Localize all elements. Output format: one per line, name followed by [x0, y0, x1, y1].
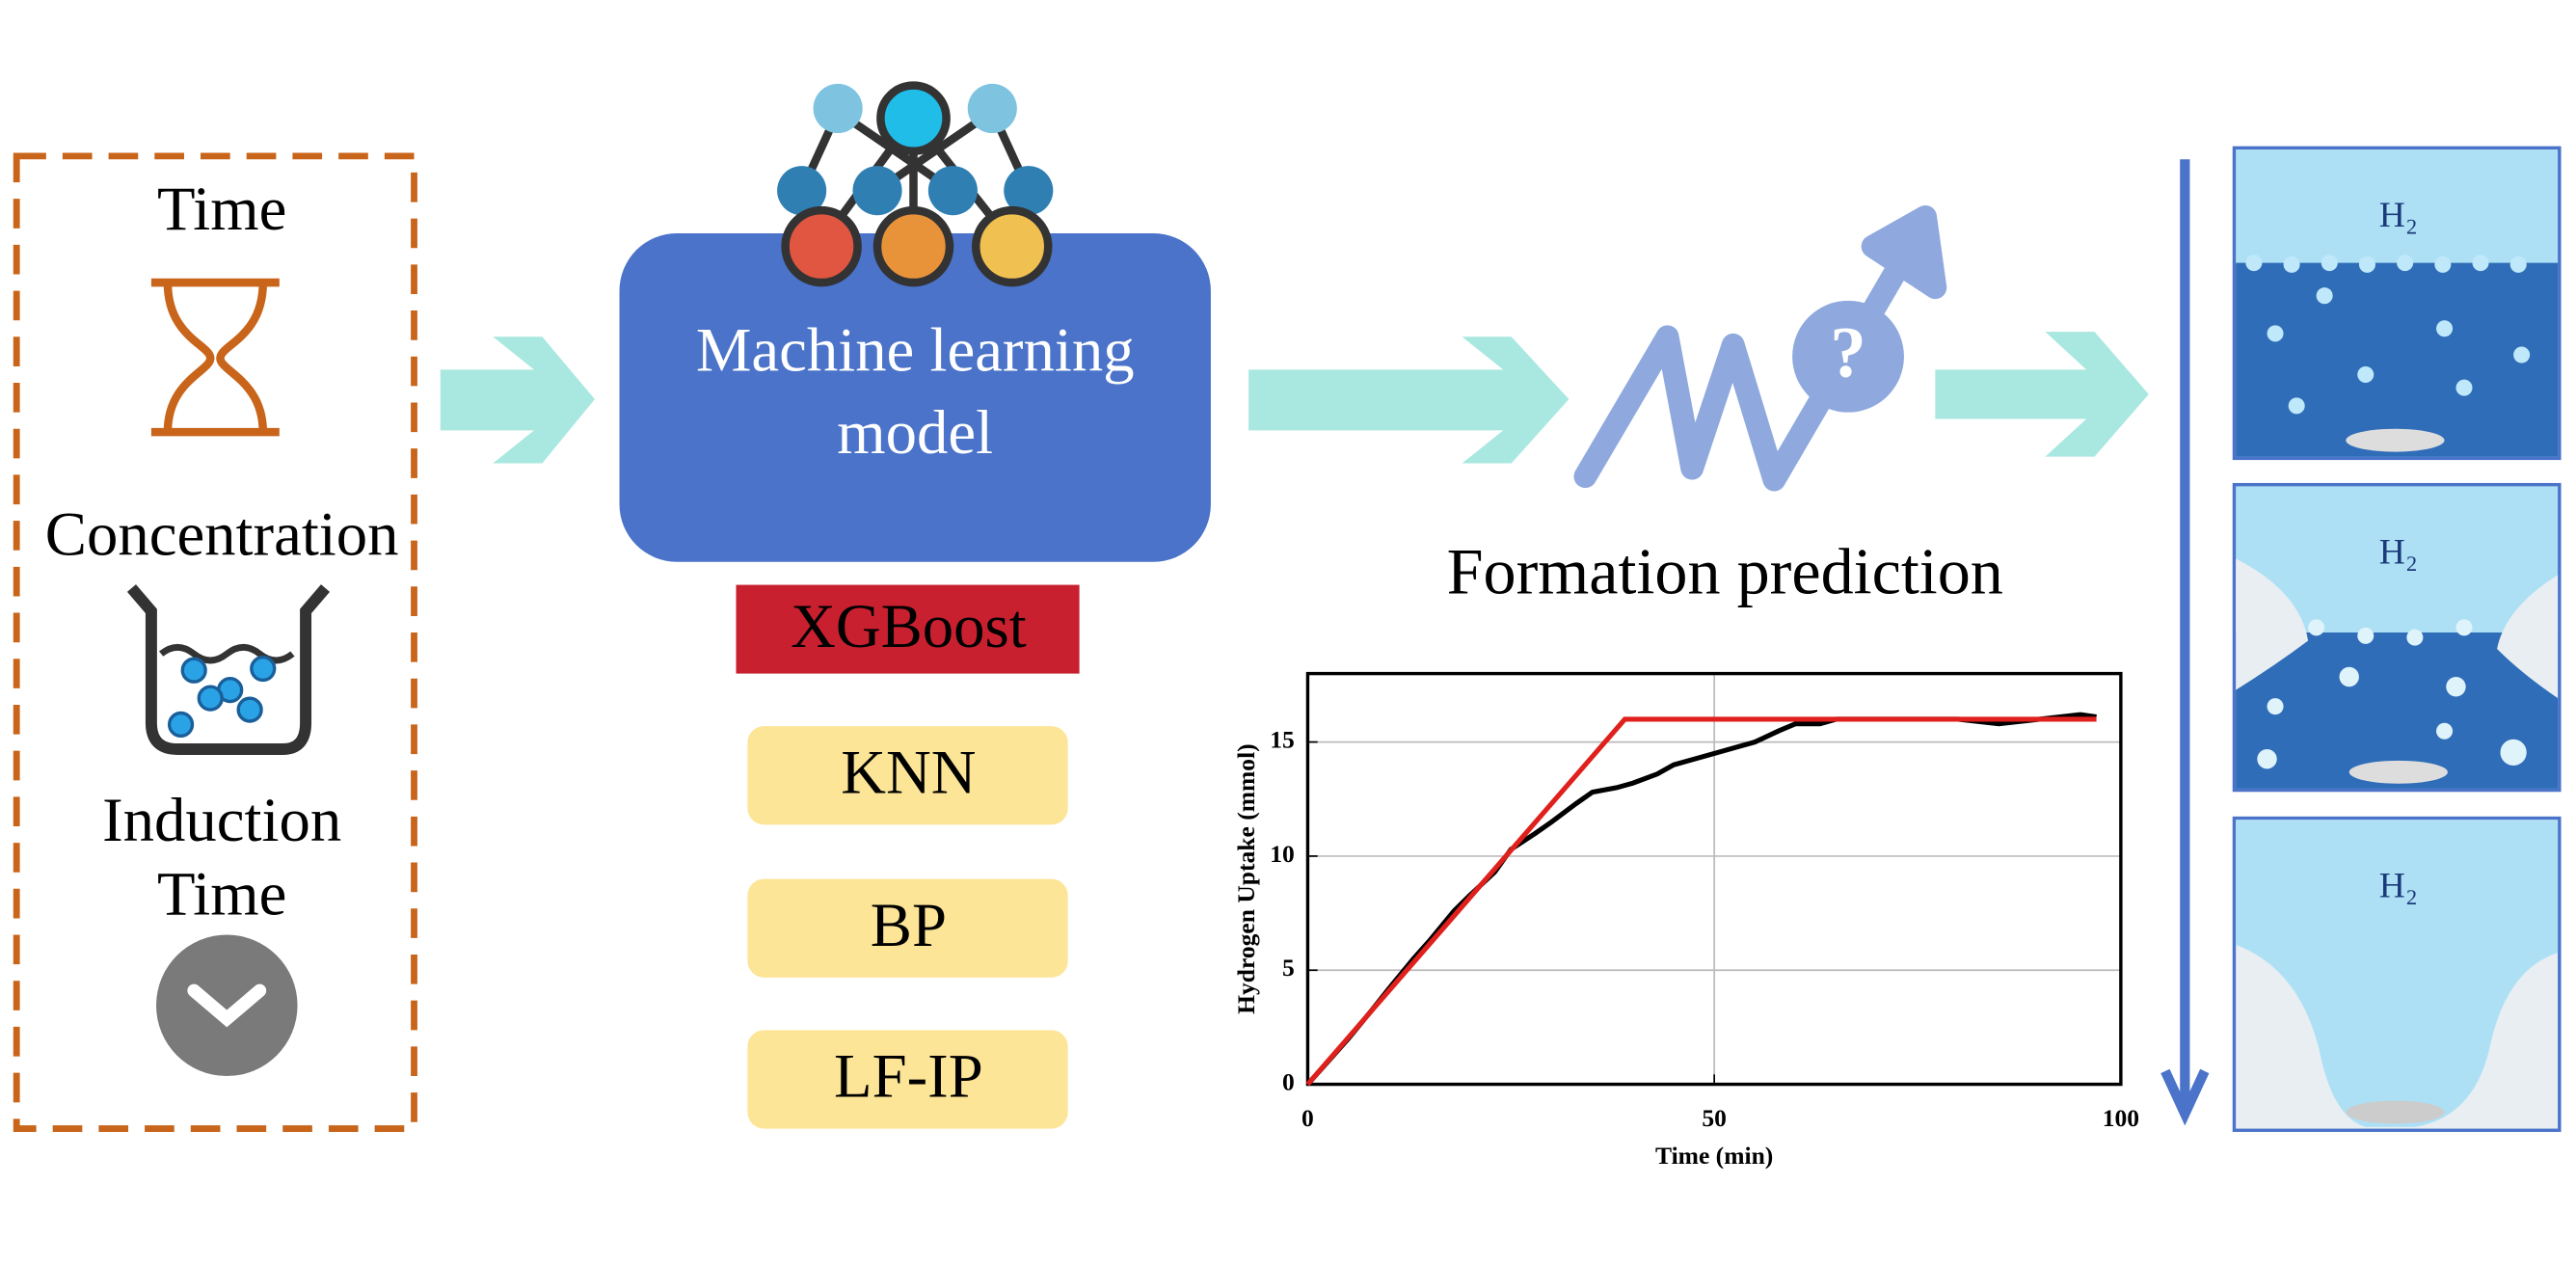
data-line: [1305, 712, 2097, 1087]
plot-frame: [1305, 671, 2123, 1087]
prediction-title: Formation prediction: [1447, 534, 2003, 607]
y-tick-label: 5: [1282, 954, 1295, 982]
panel-1: [2232, 146, 2562, 461]
question-icon: [1792, 300, 1904, 413]
algorithm-label: XGBoost: [791, 592, 1027, 661]
question-mark: ?: [1830, 312, 1865, 392]
input-label: Time: [157, 175, 286, 244]
beaker-icon: [126, 584, 331, 755]
algorithm-label: KNN: [841, 739, 976, 808]
model-title: Machine learning: [696, 316, 1135, 386]
x-tick-label: 50: [1702, 1104, 1727, 1132]
model-title: model: [837, 398, 993, 468]
panel-label: H₂: [2379, 866, 2418, 905]
input-label: Induction: [102, 786, 341, 855]
model-box: [619, 232, 1211, 562]
input-label: Concentration: [45, 499, 399, 569]
x-tick-label: 0: [1301, 1104, 1314, 1132]
data-line: [1305, 716, 2097, 1087]
flow-arrows: [440, 332, 2149, 464]
y-tick-label: 0: [1282, 1067, 1295, 1095]
algorithm-label: BP: [871, 891, 947, 960]
time-arrow-head: [2160, 1068, 2210, 1126]
panel-3: [2232, 816, 2562, 1132]
panel-2: [2232, 482, 2562, 793]
panel-label: H₂: [2379, 533, 2418, 573]
algorithm-box: [747, 1030, 1068, 1129]
y-tick-label: 10: [1270, 840, 1295, 868]
prediction-icon: [1573, 204, 1947, 492]
x-axis-label: Time (min): [1655, 1142, 1773, 1170]
algorithm-box: [747, 726, 1068, 825]
hourglass-icon: [150, 278, 280, 437]
input-label: Time: [157, 860, 286, 929]
algorithm-box: [747, 878, 1068, 978]
y-axis-label: Hydrogen Uptake (mmol): [1232, 743, 1260, 1014]
clock-icon: [156, 934, 298, 1077]
x-tick-label: 100: [2103, 1104, 2139, 1132]
neural-net-icon: [777, 81, 1054, 287]
y-tick-label: 15: [1270, 725, 1295, 753]
panel-label: H₂: [2379, 196, 2418, 235]
algorithm-box: [736, 584, 1080, 674]
algorithm-label: LF-IP: [834, 1042, 983, 1112]
input-box: [13, 152, 417, 1132]
